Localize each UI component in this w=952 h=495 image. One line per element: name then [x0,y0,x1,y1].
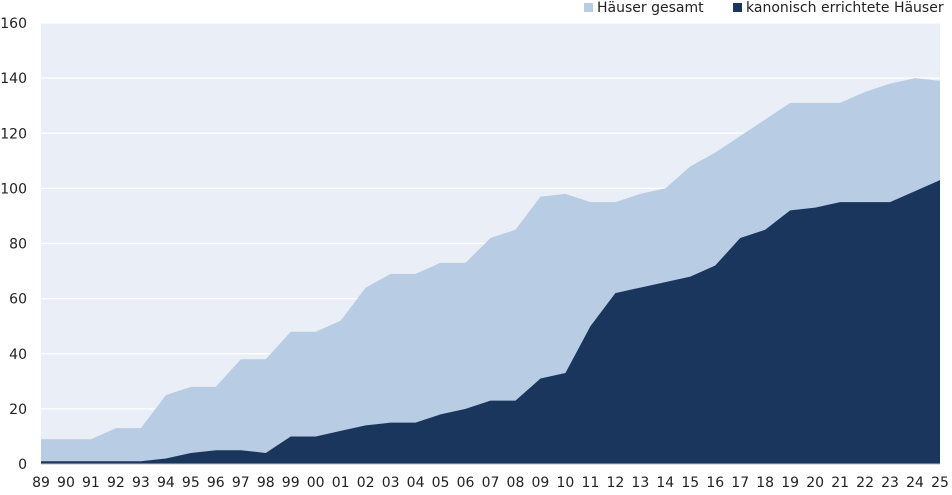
y-tick-label-40: 40 [9,347,27,363]
x-tick-label-00: 00 [307,475,325,491]
x-tick-label-20: 20 [806,475,824,491]
legend-swatch-2 [733,3,742,12]
legend-label-1: Häuser gesamt [597,0,704,16]
x-tick-label-15: 15 [681,475,699,491]
legend-label-2: kanonisch errichtete Häuser [746,0,944,16]
x-tick-label-97: 97 [232,475,250,491]
x-tick-label-07: 07 [482,475,500,491]
x-tick-label-13: 13 [631,475,649,491]
x-tick-label-01: 01 [332,475,350,491]
x-tick-label-21: 21 [831,475,849,491]
x-tick-label-25: 25 [931,475,949,491]
x-tick-label-94: 94 [157,475,175,491]
x-tick-label-18: 18 [756,475,774,491]
x-tick-label-16: 16 [706,475,724,491]
legend: Häuser gesamt kanonisch errichtete Häuser [584,0,944,16]
x-tick-label-24: 24 [906,475,924,491]
x-tick-label-05: 05 [432,475,450,491]
x-tick-label-09: 09 [532,475,550,491]
y-tick-label-160: 160 [0,16,27,32]
y-tick-labels-group: 0 20 40 60 80 100 120 140 160 [0,16,27,473]
x-tick-label-08: 08 [507,475,525,491]
y-tick-label-120: 120 [0,126,27,142]
x-tick-label-02: 02 [357,475,375,491]
x-tick-label-92: 92 [107,475,125,491]
x-tick-label-19: 19 [781,475,799,491]
x-tick-label-91: 91 [82,475,100,491]
x-tick-label-12: 12 [606,475,624,491]
x-tick-label-17: 17 [731,475,749,491]
x-tick-label-03: 03 [382,475,400,491]
y-tick-label-20: 20 [9,402,27,418]
x-tick-label-93: 93 [132,475,150,491]
x-tick-label-10: 10 [557,475,575,491]
x-tick-label-06: 06 [457,475,475,491]
x-tick-label-14: 14 [656,475,674,491]
x-tick-labels-group: 89 90 91 92 93 94 95 96 97 98 99 00 01 02 03 04 05 06 07 08… [32,475,949,491]
series-area-2 [41,180,940,465]
y-tick-label-80: 80 [9,237,27,253]
x-tick-label-96: 96 [207,475,225,491]
x-tick-label-23: 23 [881,475,899,491]
x-tick-label-04: 04 [407,475,425,491]
y-tick-label-60: 60 [9,292,27,308]
x-tick-label-95: 95 [182,475,200,491]
x-tick-label-98: 98 [257,475,275,491]
y-tick-label-0: 0 [18,457,27,473]
y-tick-label-140: 140 [0,71,27,87]
x-tick-label-99: 99 [282,475,300,491]
x-tick-label-22: 22 [856,475,874,491]
x-tick-label-90: 90 [57,475,75,491]
x-tick-label-11: 11 [581,475,599,491]
x-tick-label-89: 89 [32,475,50,491]
areas-group [41,78,940,465]
y-tick-label-100: 100 [0,181,27,197]
legend-swatch-1 [584,3,593,12]
